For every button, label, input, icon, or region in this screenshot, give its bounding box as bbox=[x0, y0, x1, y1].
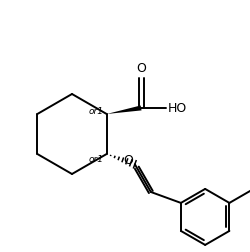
Text: O: O bbox=[136, 62, 146, 75]
Text: O: O bbox=[123, 153, 133, 166]
Polygon shape bbox=[107, 106, 142, 115]
Text: or1: or1 bbox=[89, 106, 104, 115]
Text: or1: or1 bbox=[89, 154, 104, 163]
Text: HO: HO bbox=[168, 102, 187, 115]
